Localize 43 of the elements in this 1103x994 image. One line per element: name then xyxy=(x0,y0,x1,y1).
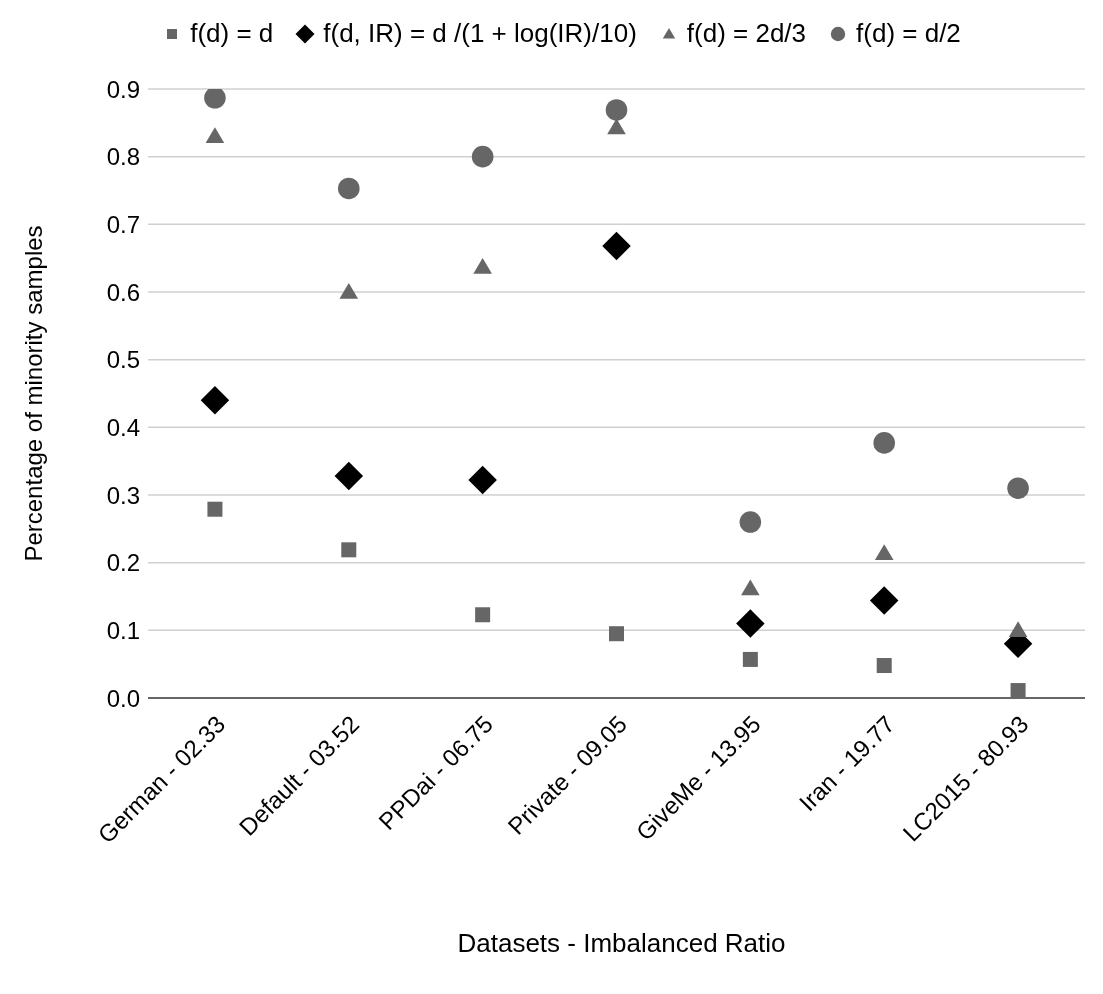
y-tick-label: 0.0 xyxy=(106,684,140,712)
y-tick-label: 0.4 xyxy=(106,413,140,441)
point xyxy=(334,461,364,491)
point xyxy=(205,127,225,144)
y-tick-label: 0.1 xyxy=(106,616,140,644)
legend-label: f(d) = d xyxy=(189,18,274,49)
point xyxy=(742,651,758,667)
y-tick-label: 0.5 xyxy=(106,346,140,374)
y-tick-label: 0.7 xyxy=(106,210,140,238)
point xyxy=(736,609,765,638)
point xyxy=(473,257,492,274)
point xyxy=(468,465,497,495)
legend-label: f(d, IR) = d /(1 + log(IR)/10) xyxy=(322,18,637,49)
point xyxy=(605,99,628,121)
point xyxy=(337,177,360,200)
point xyxy=(1010,683,1026,698)
point xyxy=(475,607,491,623)
point xyxy=(339,283,359,299)
y-tick-label: 0.9 xyxy=(106,75,140,103)
point xyxy=(1008,621,1028,638)
y-tick-label: 0.8 xyxy=(106,143,140,171)
point xyxy=(741,579,760,596)
point xyxy=(204,89,226,109)
point xyxy=(874,544,894,560)
point xyxy=(607,118,626,135)
point xyxy=(609,626,624,642)
point xyxy=(207,501,223,517)
point xyxy=(471,145,494,168)
y-tick-label: 0.2 xyxy=(106,549,140,577)
point xyxy=(200,386,230,415)
legend-label: f(d) = d/2 xyxy=(855,18,961,49)
point xyxy=(876,658,892,674)
point xyxy=(341,542,357,558)
y-tick-label: 0.6 xyxy=(106,278,140,306)
point xyxy=(1007,477,1029,500)
y-axis-title: Percentage of minority samples xyxy=(19,225,47,562)
x-axis-title: Datasets - Imbalanced Ratio xyxy=(456,928,787,959)
point xyxy=(602,231,631,261)
y-tick-label: 0.3 xyxy=(106,481,140,509)
legend-label: f(d) = 2d/3 xyxy=(685,18,807,49)
point xyxy=(869,586,899,615)
point xyxy=(739,511,762,533)
point xyxy=(873,432,896,454)
